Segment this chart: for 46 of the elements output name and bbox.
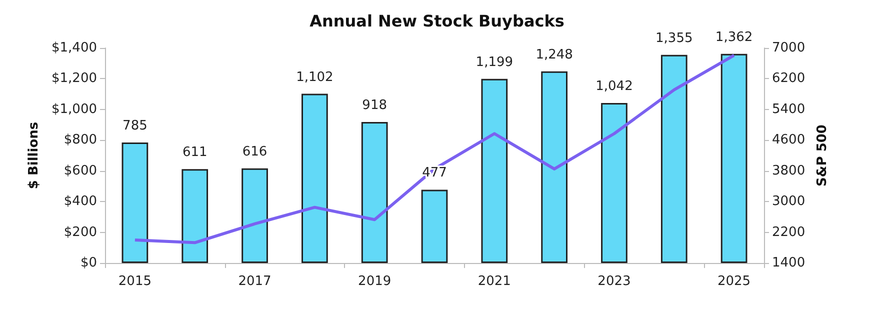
data-label: 1,248 xyxy=(536,47,573,62)
x-tick-label: 2019 xyxy=(358,274,392,289)
y-tick-label: $1,200 xyxy=(52,71,97,86)
y2-tick-label: 3000 xyxy=(772,194,806,210)
x-tick-label: 2025 xyxy=(718,274,751,289)
y2-tick-label: 6200 xyxy=(772,71,806,86)
data-label: 785 xyxy=(122,118,148,134)
bar xyxy=(720,54,748,263)
x-tick-label: 2023 xyxy=(598,274,631,289)
y-tick-label: $400 xyxy=(64,194,97,210)
bar xyxy=(601,102,628,263)
x-tick-label: 2017 xyxy=(238,274,272,289)
bar xyxy=(361,122,388,263)
y2-tick-label: 2200 xyxy=(772,224,806,240)
y-tick-label: $0 xyxy=(80,256,97,270)
y2-tick-label: 1400 xyxy=(772,256,806,270)
bar xyxy=(182,169,208,263)
bar xyxy=(421,190,448,263)
y2-tick-label: 3800 xyxy=(772,163,806,178)
y-tick-label: $1,000 xyxy=(52,102,97,117)
x-tick-label: 2021 xyxy=(478,274,511,289)
data-label: 611 xyxy=(182,145,208,160)
bar xyxy=(122,142,148,263)
bar xyxy=(302,94,328,263)
y-tick-label: $200 xyxy=(64,224,97,240)
data-label: 1,199 xyxy=(476,54,514,70)
y-tick-label: $600 xyxy=(64,163,97,178)
data-label: 616 xyxy=(242,144,268,160)
y2-axis-title: S&P 500 xyxy=(814,124,830,186)
data-label: 1,355 xyxy=(656,30,693,46)
data-label: 1,042 xyxy=(596,78,633,94)
bar xyxy=(242,168,268,263)
bar xyxy=(660,54,688,263)
y2-tick-label: 7000 xyxy=(772,40,806,56)
y-tick-label: $800 xyxy=(64,132,97,148)
y2-tick-label: 5400 xyxy=(772,102,806,117)
y2-tick-label: 4600 xyxy=(772,132,806,148)
y-axis-title: $ Billions xyxy=(26,122,42,190)
y-tick-label: $1,400 xyxy=(52,40,97,56)
data-label: 918 xyxy=(362,98,388,114)
bar xyxy=(481,78,508,263)
data-label: 1,362 xyxy=(715,30,753,45)
chart-title: Annual New Stock Buybacks xyxy=(310,12,564,30)
data-label: 1,102 xyxy=(296,70,334,85)
bar xyxy=(541,71,568,263)
x-tick-label: 2015 xyxy=(118,274,152,289)
